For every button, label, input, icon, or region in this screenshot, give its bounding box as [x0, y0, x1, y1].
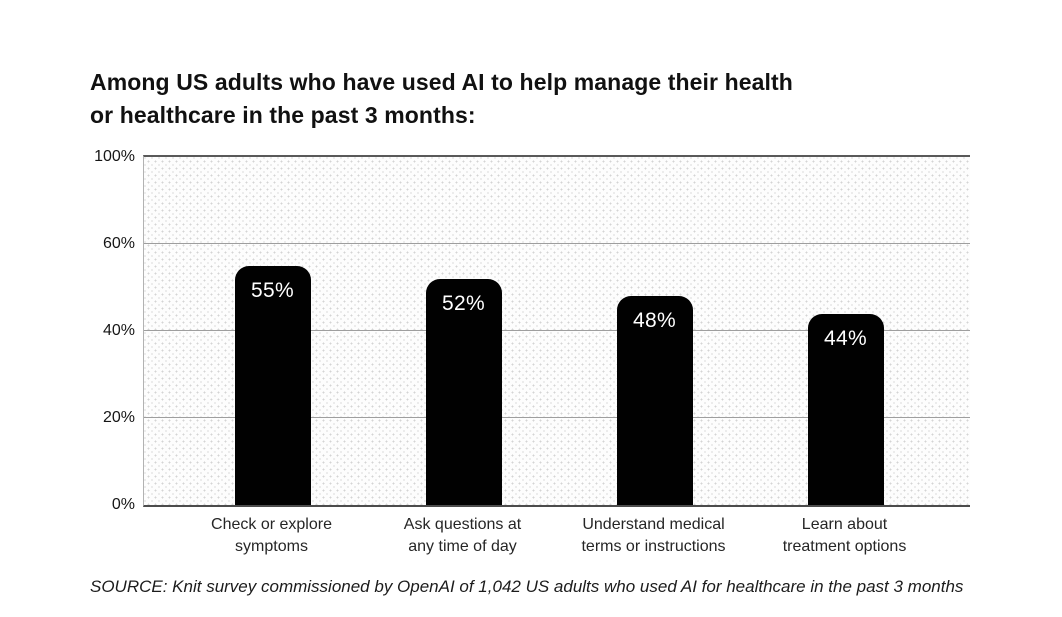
bar-value-label-check-or-explore-symptoms: 55%: [251, 278, 294, 302]
y-tick-label-0: 0%: [111, 496, 135, 513]
plot-area: 55% 52% 48% 44%: [143, 155, 970, 507]
bar-understand-medical-terms-or-instructions: 48%: [616, 296, 693, 505]
bar-learn-about-treatment-options: 44%: [807, 313, 884, 505]
bar-value-label-ask-questions-at-any-time-of-day: 52%: [442, 291, 485, 315]
chart-area: 0% 20% 40% 60% 100% 55% 52% 48% 44%: [0, 148, 1062, 513]
x-category-label-learn-about-treatment-options: Learn about treatment options: [782, 516, 907, 555]
bar-value-label-learn-about-treatment-options: 44%: [824, 326, 867, 350]
x-category-label-check-or-explore-symptoms: Check or explore symptoms: [211, 516, 332, 555]
y-axis: 0% 20% 40% 60% 100%: [55, 148, 135, 513]
x-axis-labels: Check or explore symptoms Ask questions a…: [143, 514, 970, 568]
bar-check-or-explore-symptoms: 55%: [234, 265, 311, 505]
chart-title: Among US adults who have used AI to help…: [90, 69, 793, 128]
y-tick-label-40: 40%: [102, 322, 135, 339]
y-tick-label-60: 60%: [102, 235, 135, 252]
x-category-label-understand-medical-terms-or-instructions: Understand medical terms or instructions: [581, 516, 726, 555]
gridline-60: [144, 243, 970, 244]
bar-value-label-understand-medical-terms-or-instructions: 48%: [633, 309, 676, 333]
y-tick-label-20: 20%: [102, 409, 135, 426]
y-tick-label-100: 100%: [94, 148, 135, 165]
bar-ask-questions-at-any-time-of-day: 52%: [425, 278, 502, 505]
x-category-label-ask-questions-at-any-time-of-day: Ask questions at any time of day: [403, 516, 522, 555]
source-note: SOURCE: Knit survey commissioned by Open…: [90, 577, 964, 596]
gridline-40: [144, 330, 970, 331]
gridline-20: [144, 417, 970, 418]
